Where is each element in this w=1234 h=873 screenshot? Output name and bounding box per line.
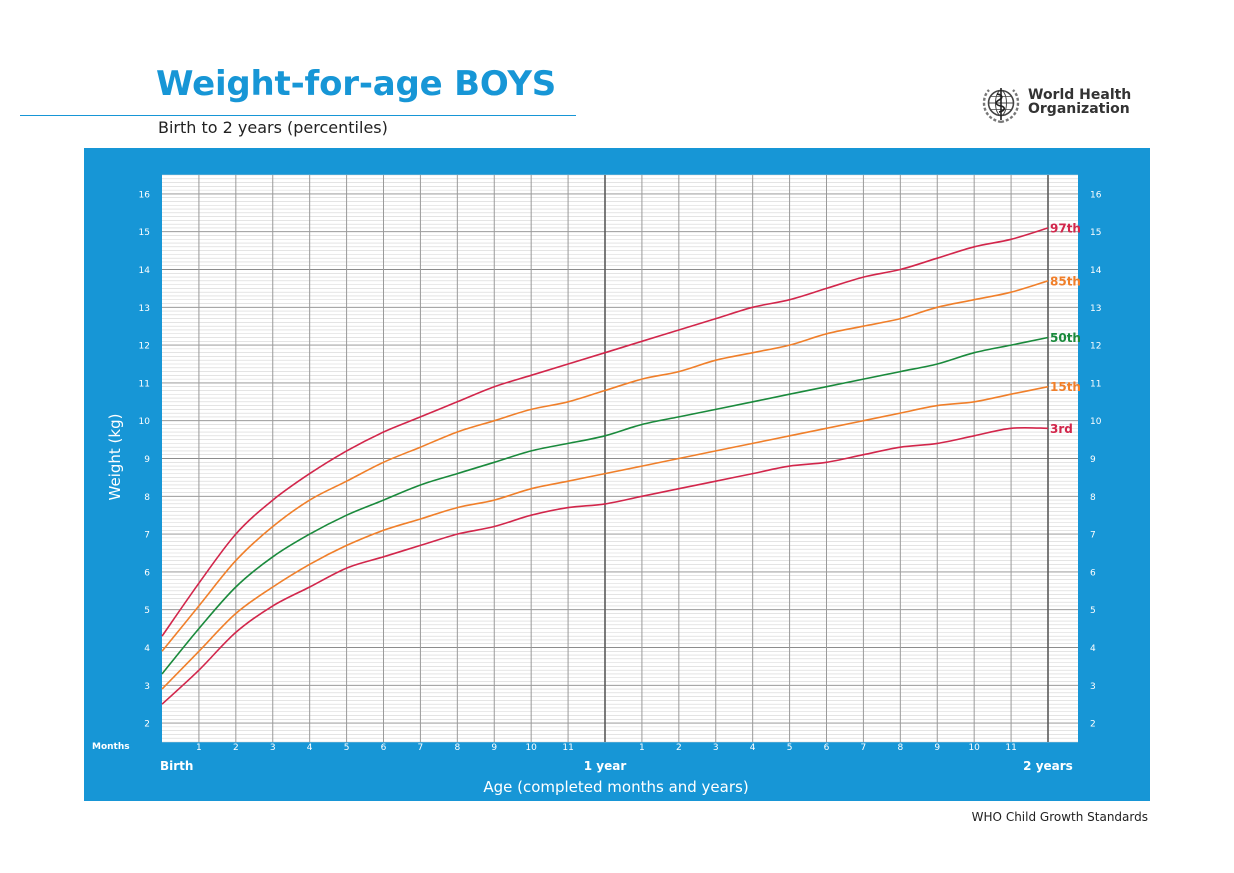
y-tick-label-left: 8 [144, 493, 150, 503]
x-milestone-label: 1 year [584, 759, 627, 773]
series-label-85th: 85th [1050, 274, 1081, 288]
y-tick-label-left: 13 [139, 304, 150, 314]
y-tick-label-right: 5 [1090, 606, 1096, 616]
x-tick-label: 1 [639, 743, 645, 753]
y-tick-label-left: 3 [144, 682, 150, 692]
months-label: Months [92, 742, 130, 752]
y-tick-label-left: 11 [139, 379, 150, 389]
x-axis-milestones: Birth 1 year 2 years [160, 759, 1073, 773]
series-line-3rd [161, 426, 1049, 705]
x-tick-label: 4 [750, 743, 756, 753]
y-tick-label-right: 15 [1090, 228, 1101, 238]
x-milestone-label: 2 years [1023, 759, 1073, 773]
y-tick-label-left: 6 [144, 568, 150, 578]
x-tick-label: 9 [934, 743, 940, 753]
series-label-97th: 97th [1050, 221, 1081, 235]
y-tick-label-right: 10 [1090, 417, 1102, 427]
y-tick-label-right: 2 [1090, 720, 1096, 730]
y-tick-label-right: 6 [1090, 568, 1096, 578]
x-tick-label: 6 [824, 743, 830, 753]
x-tick-label: 6 [381, 743, 387, 753]
x-tick-label: 8 [454, 743, 460, 753]
chart-panel: 97th 85th 50th 15th 3rd 2 3 4 5 6 7 8 9 10 11 12 13 14 15… [84, 148, 1150, 801]
org-logo: World Health Organization [978, 82, 1153, 128]
y-tick-label-left: 16 [139, 190, 151, 200]
y-tick-label-right: 4 [1090, 644, 1096, 654]
x-tick-label: 10 [968, 743, 980, 753]
x-tick-label: 8 [897, 743, 903, 753]
page-subtitle: Birth to 2 years (percentiles) [158, 118, 388, 137]
y-tick-label-right: 11 [1090, 379, 1101, 389]
y-axis-right: 2 3 4 5 6 7 8 9 10 11 12 13 14 15 16 [1090, 190, 1102, 729]
y-tick-label-left: 7 [144, 531, 150, 541]
y-tick-label-right: 9 [1090, 455, 1096, 465]
x-tick-label: 3 [270, 743, 276, 753]
x-tick-label: 7 [418, 743, 424, 753]
month-grid [198, 175, 1049, 742]
series-label-15th: 15th [1050, 380, 1081, 394]
y-tick-label-left: 12 [139, 342, 150, 352]
org-name: World Health Organization [1028, 88, 1131, 116]
series-line-97th [161, 227, 1049, 637]
org-name-line2: Organization [1028, 101, 1130, 117]
x-tick-label: 7 [861, 743, 867, 753]
y-tick-label-left: 14 [139, 266, 151, 276]
x-tick-label: 10 [525, 743, 537, 753]
x-tick-label: 2 [676, 743, 682, 753]
y-tick-label-right: 8 [1090, 493, 1096, 503]
x-tick-label: 9 [491, 743, 497, 753]
x-axis-ticks: 1 2 3 4 5 6 7 8 9 10 11 1 2 3 4 5 6 7 8 9 10 11 [196, 743, 1017, 753]
y-tick-label-right: 7 [1090, 531, 1096, 541]
footer-note: WHO Child Growth Standards [971, 810, 1148, 824]
y-tick-label-left: 15 [139, 228, 150, 238]
series-line-50th [161, 336, 1049, 675]
x-tick-label: 11 [1005, 743, 1016, 753]
y-tick-label-right: 16 [1090, 190, 1102, 200]
x-tick-label: 1 [196, 743, 202, 753]
y-axis-left: 2 3 4 5 6 7 8 9 10 11 12 13 14 15 16 [139, 190, 151, 729]
y-tick-label-left: 4 [144, 644, 150, 654]
x-tick-label: 2 [233, 743, 239, 753]
series-line-15th [161, 385, 1049, 690]
who-emblem-icon [982, 88, 1020, 124]
y-tick-label-right: 12 [1090, 342, 1101, 352]
org-name-line1: World Health [1028, 87, 1132, 103]
major-grid [162, 193, 1078, 724]
title-underline [20, 115, 576, 116]
y-tick-label-left: 2 [144, 720, 150, 730]
series-label-50th: 50th [1050, 331, 1081, 345]
x-tick-label: 4 [307, 743, 313, 753]
x-tick-label: 5 [344, 743, 350, 753]
y-axis-title: Weight (kg) [106, 414, 124, 501]
series-label-3rd: 3rd [1050, 422, 1073, 436]
y-tick-label-right: 14 [1090, 266, 1102, 276]
series-labels: 97th 85th 50th 15th 3rd [1050, 221, 1081, 435]
series-lines [161, 227, 1049, 705]
minor-grid [162, 174, 1078, 743]
y-tick-label-right: 13 [1090, 304, 1101, 314]
series-line-85th [161, 280, 1049, 652]
x-axis-title: Age (completed months and years) [483, 778, 748, 796]
y-tick-label-right: 3 [1090, 682, 1096, 692]
x-tick-label: 11 [562, 743, 573, 753]
x-milestone-label: Birth [160, 759, 193, 773]
x-tick-label: 3 [713, 743, 719, 753]
page-title: Weight-for-age BOYS [156, 64, 557, 104]
y-tick-label-left: 10 [139, 417, 151, 427]
y-tick-label-left: 5 [144, 606, 150, 616]
y-tick-label-left: 9 [144, 455, 150, 465]
x-tick-label: 5 [787, 743, 793, 753]
